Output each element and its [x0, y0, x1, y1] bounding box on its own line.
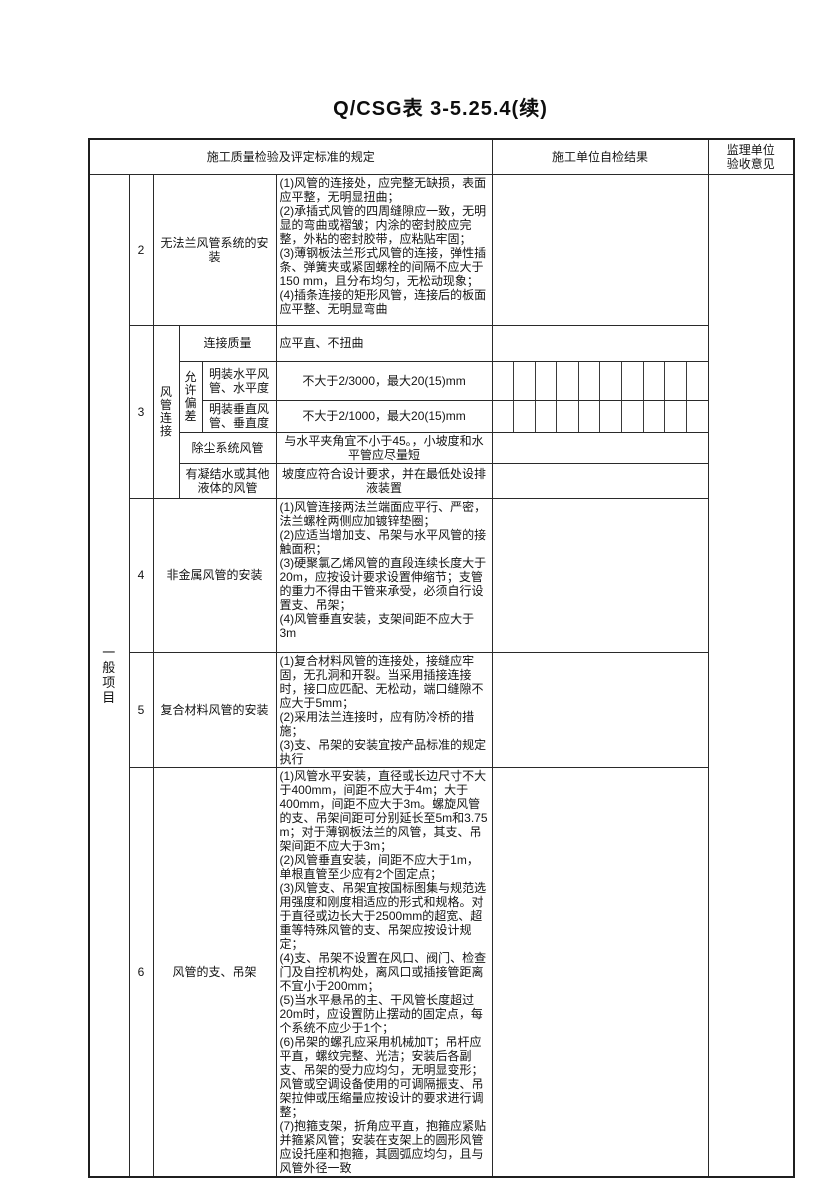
sub-item-label-connection-quality: 连接质量 [178, 324, 277, 362]
row-number: 6 [128, 766, 154, 1177]
grid-cell[interactable] [621, 401, 643, 431]
grid-cell[interactable] [577, 362, 600, 399]
header-supervisor-label: 监理单位验收意见 [726, 142, 775, 171]
standard-value-vertical-duct: 不大于2/1000，最大20(15)mm [275, 399, 493, 433]
standard-value-condensate-duct: 坡度应符合设计要求，并在最低处设排液装置 [275, 462, 493, 499]
grid-cell[interactable] [556, 362, 578, 399]
item-name-nonmetal-duct: 非金属风管的安装 [152, 497, 277, 653]
table-row: 3 风管连接 连接质量 应平直、不扭曲 [89, 324, 794, 499]
table-header-row: 施工质量检验及评定标准的规定 施工单位自检结果 监理单位验收意见 [88, 138, 795, 175]
sub-item-label-vertical-duct: 明装垂直风管、垂直度 [201, 399, 277, 433]
check-grid-row-2 [493, 401, 707, 431]
table-row: 明装垂直风管、垂直度 不大于2/1000，最大20(15)mm [89, 399, 794, 433]
side-label-text: 一般项目 [102, 645, 117, 705]
page-title: Q/CSG表 3-5.25.4(续) [333, 98, 548, 120]
self-check-cell-row2[interactable] [491, 173, 709, 326]
row-number: 3 [128, 324, 154, 499]
sub-item-label-condensate-duct: 有凝结水或其他液体的风管 [178, 462, 277, 499]
item-name-duct-connection: 风管连接 [152, 324, 180, 499]
inspection-table: 施工质量检验及评定标准的规定 施工单位自检结果 监理单位验收意见 一般项目 2 … [88, 138, 796, 1178]
grid-cell[interactable] [685, 362, 707, 399]
standard-value-horizontal-duct: 不大于2/3000，最大20(15)mm [275, 360, 493, 401]
grid-cell[interactable] [599, 401, 621, 431]
table-row: 允许偏差 明装水平风管、水平度 不大于2/3000，最大20(15)mm [89, 360, 794, 433]
allowed-deviation-text: 允许偏差 [184, 369, 197, 423]
form-document: Q/CSG表 3-5.25.4(续) 施工质量检验及评定标准的规定 施工单位自检… [88, 0, 796, 1178]
table-row: 一般项目 2 无法兰风管系统的安装 (1)风管的连接处，应完整无缺损，表面应平整… [88, 173, 795, 1177]
self-check-cell-row4[interactable] [491, 497, 709, 653]
grid-cell[interactable] [513, 401, 535, 431]
check-grid-row-1 [493, 362, 707, 399]
item-name-composite-duct: 复合材料风管的安装 [152, 651, 277, 768]
standard-value-dust-system-duct: 与水平夹角宜不小于45。，小坡度和水平管应尽量短 [275, 431, 493, 464]
self-check-cell-row5[interactable] [491, 651, 709, 768]
standard-content-row6: (1)风管水平安装，直径或长边尺寸不大于400mm，间距不应大于4m；大于 40… [275, 766, 493, 1177]
row-number: 2 [128, 173, 154, 326]
table-row: 5 复合材料风管的安装 (1)复合材料风管的连接处，接缝应牢固，无孔洞和开裂。当… [89, 651, 794, 768]
row-number: 4 [128, 497, 154, 653]
sub-item-label-horizontal-duct: 明装水平风管、水平度 [201, 360, 277, 401]
standard-content-row5: (1)复合材料风管的连接处，接缝应牢固，无孔洞和开裂。当采用插接连接时，接口应匹… [275, 651, 493, 768]
standard-value-connection-quality: 应平直、不扭曲 [275, 324, 493, 362]
grid-cell[interactable] [685, 401, 707, 431]
table-row: 除尘系统风管 与水平夹角宜不小于45。，小坡度和水平管应尽量短 [89, 431, 794, 464]
table-row: 6 风管的支、吊架 (1)风管水平安装，直径或长边尺寸不大于400mm，间距不应… [89, 766, 794, 1177]
item-name-flangeless-duct-system: 无法兰风管系统的安装 [152, 173, 277, 326]
grid-cell[interactable] [493, 401, 513, 431]
self-check-cell[interactable] [491, 431, 709, 464]
supervisor-opinion-cell[interactable] [707, 173, 795, 1177]
self-check-cell-row6[interactable] [491, 766, 709, 1177]
table-row: 4 非金属风管的安装 (1)风管连接两法兰端面应平行、严密，法兰螺栓两侧应加镀锌… [89, 497, 794, 653]
item-name-duct-supports-hangers: 风管的支、吊架 [152, 766, 277, 1177]
row-number: 5 [128, 651, 154, 768]
header-supervisor-col: 监理单位验收意见 [707, 138, 795, 175]
standard-content-row4: (1)风管连接两法兰端面应平行、严密，法兰螺栓两侧应加镀锌垫圈； (2)应适当增… [275, 497, 493, 653]
grid-cell[interactable] [664, 401, 686, 431]
side-label-general-items: 一般项目 [88, 173, 130, 1177]
grid-cell[interactable] [621, 362, 643, 399]
self-check-grid [491, 399, 709, 433]
self-check-grid [491, 360, 709, 401]
grid-cell[interactable] [664, 362, 686, 399]
item-name-duct-connection-text: 风管连接 [159, 384, 172, 438]
self-check-cell[interactable] [491, 324, 709, 362]
grid-cell[interactable] [534, 401, 557, 431]
grid-cell[interactable] [599, 362, 621, 399]
self-check-cell[interactable] [491, 462, 709, 499]
header-standard-col: 施工质量检验及评定标准的规定 [88, 138, 493, 175]
header-self-check-col: 施工单位自检结果 [491, 138, 709, 175]
grid-cell[interactable] [534, 362, 557, 399]
grid-cell[interactable] [493, 362, 513, 399]
standard-content-row2: (1)风管的连接处，应完整无缺损，表面应平整，无明显扭曲； (2)承插式风管的四… [275, 173, 493, 326]
table-row: 有凝结水或其他液体的风管 坡度应符合设计要求，并在最低处设排液装置 [89, 462, 794, 499]
grid-cell[interactable] [513, 362, 535, 399]
grid-cell[interactable] [642, 362, 665, 399]
sub-item-label-allowed-deviation: 允许偏差 [178, 360, 203, 433]
grid-cell[interactable] [577, 401, 600, 431]
sub-item-label-dust-system-duct: 除尘系统风管 [178, 431, 277, 464]
grid-cell[interactable] [642, 401, 665, 431]
grid-cell[interactable] [556, 401, 578, 431]
